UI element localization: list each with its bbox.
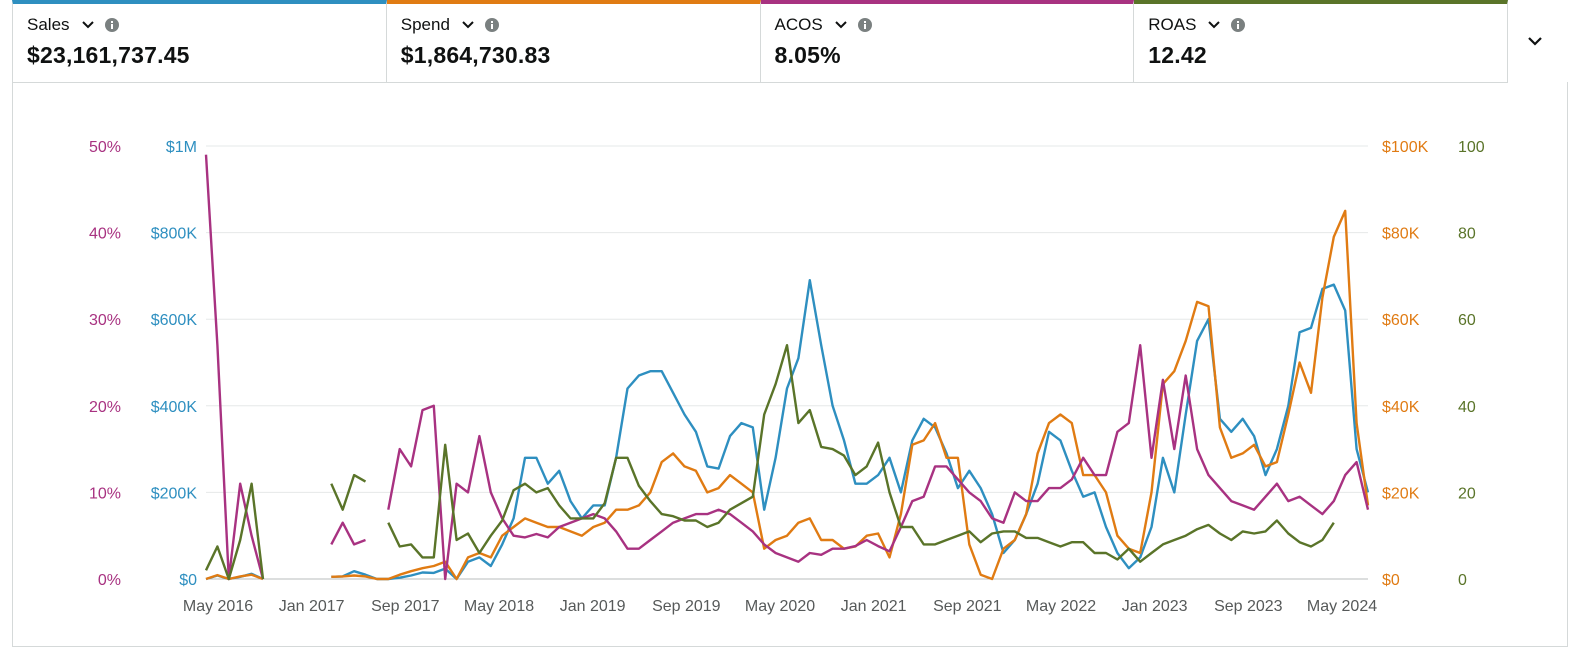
x-tick-label: Jan 2023 xyxy=(1122,598,1188,615)
x-tick-label: Jan 2017 xyxy=(279,598,345,615)
x-tick-label: Sep 2019 xyxy=(652,598,721,615)
metric-header: ACOS xyxy=(775,14,1120,36)
x-tick-label: May 2022 xyxy=(1026,598,1096,615)
acos-tick-label: 30% xyxy=(89,312,121,329)
x-tick-label: Jan 2019 xyxy=(560,598,626,615)
metric-label: ROAS xyxy=(1148,15,1197,34)
metric-header: ROAS xyxy=(1148,14,1493,36)
metric-header: Spend xyxy=(401,14,746,36)
metric-value: $1,864,730.83 xyxy=(400,42,551,68)
x-tick-label: Sep 2017 xyxy=(371,598,440,615)
series-line-acos xyxy=(204,154,1370,581)
metric-label: Sales xyxy=(27,15,70,34)
spend-tick-label: $100K xyxy=(1382,139,1429,156)
info-icon[interactable] xyxy=(104,17,120,33)
acos-tick-label: 40% xyxy=(89,226,121,243)
x-tick-label: Sep 2023 xyxy=(1214,598,1283,615)
sales-tick-label: $0 xyxy=(179,572,197,589)
info-icon[interactable] xyxy=(1230,17,1246,33)
x-tick-label: Jan 2021 xyxy=(841,598,907,615)
chevron-down-icon[interactable] xyxy=(833,17,849,33)
spend-tick-label: $80K xyxy=(1382,226,1420,243)
x-tick-label: May 2018 xyxy=(464,598,534,615)
roas-tick-label: 100 xyxy=(1458,139,1485,156)
chevron-down-icon[interactable] xyxy=(460,17,476,33)
metric-label: ACOS xyxy=(774,15,823,34)
chevron-down-icon[interactable] xyxy=(80,17,96,33)
roas-tick-label: 60 xyxy=(1458,312,1476,329)
line-chart: 0% $0 $0 0 10% $200K $20K 20 20% $400K $40K 40 30% $6… xyxy=(89,139,1485,615)
roas-tick-label: 0 xyxy=(1458,572,1467,589)
acos-tick-label: 10% xyxy=(89,485,121,502)
sales-tick-label: $200K xyxy=(151,485,198,502)
chart-panel: 0% $0 $0 0 10% $200K $20K 20 20% $400K $40K 40 30% $6… xyxy=(12,82,1568,647)
metric-card-sales[interactable]: Sales $23,161,737.45 xyxy=(12,0,387,82)
sales-tick-label: $1M xyxy=(166,139,197,156)
spend-tick-label: $20K xyxy=(1382,485,1420,502)
roas-tick-label: 20 xyxy=(1458,485,1476,502)
x-tick-label: May 2016 xyxy=(183,598,253,615)
metric-header: Sales xyxy=(27,14,372,36)
x-tick-label: May 2020 xyxy=(745,598,815,615)
spend-tick-label: $0 xyxy=(1382,572,1400,589)
x-tick-label: May 2024 xyxy=(1307,598,1377,615)
acos-tick-label: 0% xyxy=(98,572,121,589)
info-icon[interactable] xyxy=(484,17,500,33)
sales-tick-label: $400K xyxy=(151,399,198,416)
sales-tick-label: $800K xyxy=(151,226,198,243)
metric-card-roas[interactable]: ROAS 12.42 xyxy=(1134,0,1508,82)
metric-card-spend[interactable]: Spend $1,864,730.83 xyxy=(386,0,761,82)
chevron-down-icon[interactable] xyxy=(1206,17,1222,33)
metrics-bar: Sales $23,161,737.45 Spend $1,864,730.83… xyxy=(12,0,1508,83)
series-line-roas xyxy=(204,344,1335,581)
metric-value: 8.05% xyxy=(774,42,841,68)
acos-tick-label: 20% xyxy=(89,399,121,416)
metric-card-acos[interactable]: ACOS 8.05% xyxy=(760,0,1135,82)
metric-value: $23,161,737.45 xyxy=(27,42,190,68)
metric-label: Spend xyxy=(400,15,450,34)
info-icon[interactable] xyxy=(857,17,873,33)
metric-value: 12.42 xyxy=(1148,42,1207,68)
spend-tick-label: $60K xyxy=(1382,312,1420,329)
collapse-chevron-icon[interactable] xyxy=(1524,30,1546,52)
sales-tick-label: $600K xyxy=(151,312,198,329)
x-tick-label: Sep 2021 xyxy=(933,598,1002,615)
spend-tick-label: $40K xyxy=(1382,399,1420,416)
roas-tick-label: 80 xyxy=(1458,226,1476,243)
acos-tick-label: 50% xyxy=(89,139,121,156)
roas-tick-label: 40 xyxy=(1458,399,1476,416)
